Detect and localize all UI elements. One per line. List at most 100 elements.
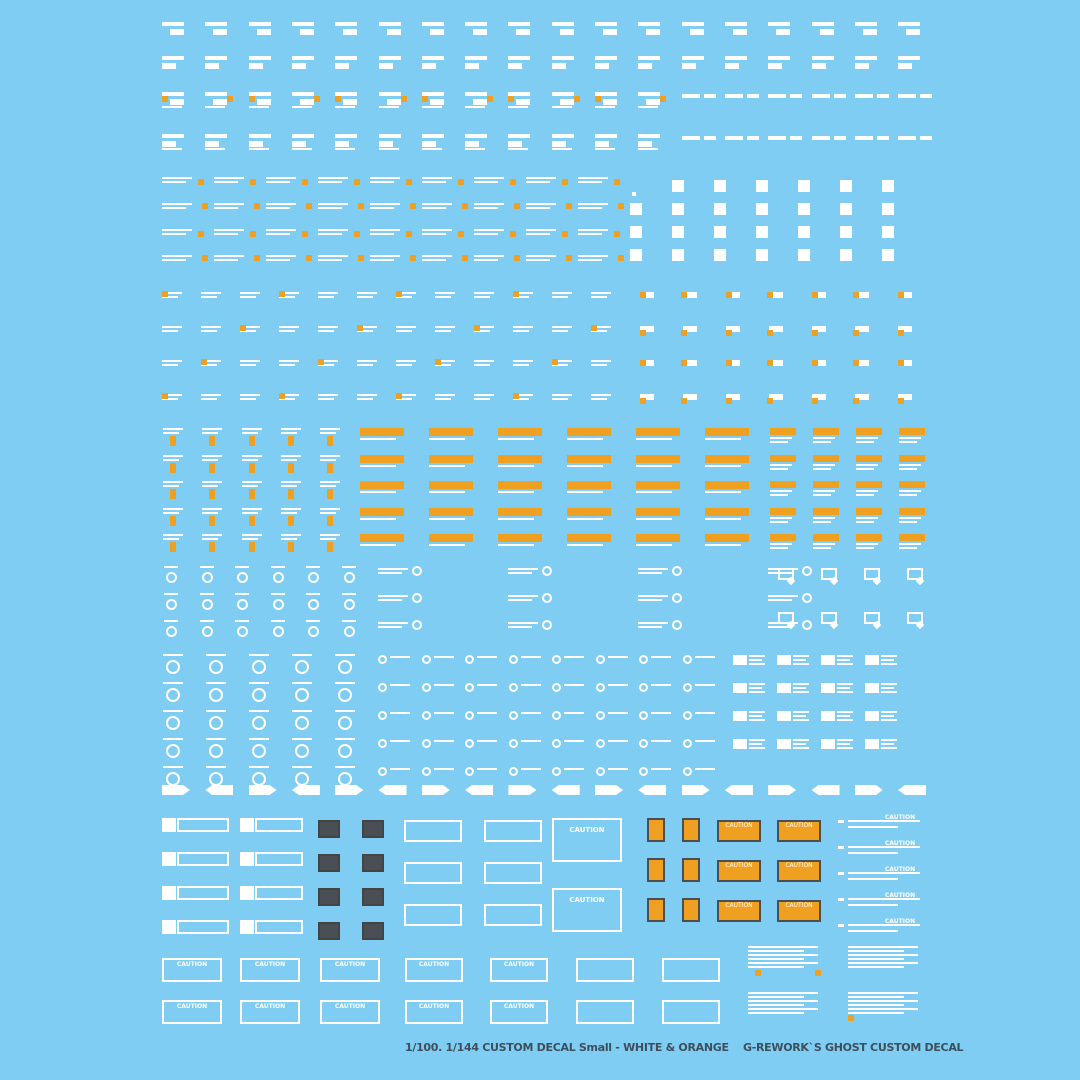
orange-bar [248,489,255,499]
decal-text [429,491,465,493]
hazard-stripe [813,428,839,435]
decal-text [280,481,301,483]
decal-text [270,566,285,568]
decal-text [266,177,296,179]
decal-text [770,463,792,466]
decal-block [756,226,768,238]
caution-box: CAUTION [240,958,300,982]
hazard-stripe [899,454,925,462]
ring-icon [595,739,605,748]
decal-block [162,56,184,60]
decal-text [638,622,668,624]
decal-text [465,148,486,150]
decal-text [162,360,182,362]
hazard-stripe [429,534,473,542]
orange-mark [240,325,246,331]
decal-block [865,711,879,721]
decal-block [733,739,747,749]
decal-text [279,394,299,396]
decal-block [248,63,263,69]
decal-text [370,229,400,231]
decal-text [564,656,584,658]
decal-text [638,106,659,108]
decal-block [672,226,684,238]
orange-mark [198,179,204,185]
decal-text [320,485,337,487]
arrow-decal [811,785,840,795]
decal-text [163,738,183,740]
ring-icon [378,655,387,664]
decal-block [840,226,852,238]
decal-text [591,398,607,400]
decal-block [777,655,791,665]
orange-mark [614,231,620,237]
decal-text [881,655,897,657]
decal-block [429,99,444,105]
hazard-stripe [856,481,882,488]
monitor-icon [864,612,880,624]
decal-block [640,360,654,366]
decal-text [474,326,494,328]
decal-text [435,296,451,298]
decal-text [837,743,850,745]
decal-text [205,106,226,108]
gear-ring-icon [338,744,352,758]
decal-block [378,56,401,60]
orange-mark [848,1015,854,1021]
decal-text [202,485,219,487]
caution-card: CAUTION [717,900,761,922]
ring-icon [465,767,474,776]
monitor-icon [821,568,837,580]
decal-line [848,898,920,900]
decal-block [811,56,834,60]
decal-block [335,134,358,138]
decal-block [777,739,791,749]
decal-text [390,656,410,658]
decal-block [898,360,912,366]
decal-text [881,743,894,745]
decal-text [320,454,341,457]
orange-mark [335,96,342,102]
decal-text [199,620,214,622]
decal-block [811,63,826,69]
decal-text [248,106,269,108]
decal-text [899,441,917,443]
decal-block [421,141,436,147]
decal-block [516,29,531,35]
radiation-sign [647,898,665,922]
decal-block [630,226,642,238]
orange-bar [327,436,334,446]
decal-text [749,691,765,693]
decal-text [567,491,603,493]
decal-text [370,233,394,235]
orange-mark [406,231,412,237]
decal-text [899,516,921,519]
decal-text [422,181,446,183]
decal-text [306,566,320,568]
arrow-decal [378,785,407,795]
caution-box: CAUTION [162,1000,222,1024]
decal-text [607,712,628,714]
data-plate [362,888,384,906]
decal-text [318,394,338,396]
decal-text [856,516,878,519]
decal-block [335,63,350,69]
hazard-stripe [567,454,611,463]
orange-mark [435,359,441,365]
decal-block [162,886,176,900]
arrow-decal [162,785,190,795]
decal-block [733,683,747,693]
ring-icon [508,655,518,664]
decal-block [681,94,700,98]
decal-text [694,656,715,658]
decal-text [881,711,897,713]
decal-text [526,259,550,261]
decal-text [508,599,532,601]
decal-text [748,962,818,964]
decal-text [508,622,538,624]
hazard-stripe [498,481,542,489]
decal-block [714,203,726,215]
ring-icon [412,620,422,630]
decal-text [201,326,221,328]
decal-block [798,249,810,261]
